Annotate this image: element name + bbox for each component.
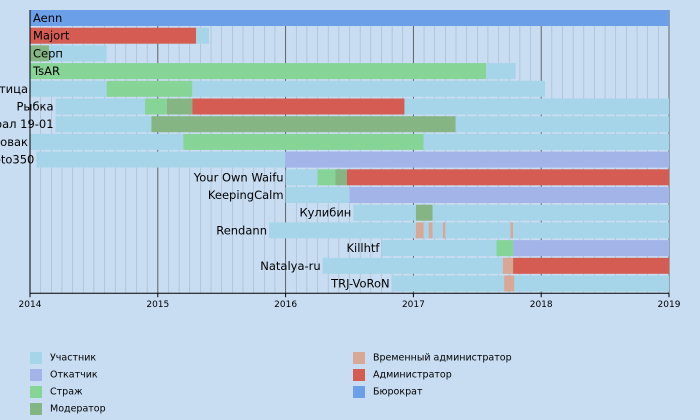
legend-swatch: [30, 352, 42, 364]
bar-segment: [36, 151, 286, 168]
bar-segment: [196, 27, 209, 44]
user-label: Новак: [0, 135, 28, 149]
legend-label: Бюрократ: [373, 387, 423, 398]
legend-label: Администратор: [373, 370, 452, 381]
bar-segment: [285, 151, 669, 168]
user-label: Хаос птица: [0, 82, 28, 96]
legend-swatch: [30, 403, 42, 415]
bar-segment: [335, 169, 347, 186]
bar-segment: [415, 222, 424, 239]
legend: Участник Откатчик Страж Модератор Временный …: [30, 352, 512, 415]
bar-segment: [486, 63, 516, 80]
user-label: Rendann: [216, 223, 267, 237]
bar-segment: [391, 275, 505, 292]
legend-label: Модератор: [50, 404, 106, 415]
bar-segment: [183, 133, 424, 150]
user-label: Soto350: [0, 153, 34, 167]
bar-segment: [496, 240, 514, 257]
bar-segment: [268, 222, 416, 239]
user-label: Aenn: [33, 11, 62, 25]
x-tick-label: 2018: [530, 300, 553, 310]
bar-segment: [423, 222, 429, 239]
user-label: TsAR: [32, 64, 60, 78]
user-label: Killhtf: [346, 241, 380, 255]
bar-segment: [428, 222, 433, 239]
legend-swatch: [353, 369, 365, 381]
bar-segment: [502, 257, 514, 274]
bar-segment: [192, 98, 405, 115]
x-tick-label: 2015: [146, 300, 169, 310]
user-label: Серп: [33, 46, 63, 60]
user-label: Капрал 19-01: [0, 117, 54, 131]
bar-segment: [30, 27, 197, 44]
bar-segment: [30, 133, 184, 150]
bar-segment: [349, 187, 669, 203]
user-label: Кулибин: [299, 206, 351, 220]
bar-segment: [432, 222, 443, 239]
bar-segment: [514, 275, 669, 292]
bar-segment: [415, 204, 433, 221]
bar-segment: [166, 98, 193, 115]
x-tick-label: 2016: [274, 300, 297, 310]
bar-segment: [55, 98, 146, 115]
bar-segment: [145, 98, 167, 115]
user-label: TRJ-VoRoN: [330, 277, 390, 291]
bar-segment: [455, 116, 669, 133]
bar-segment: [317, 169, 336, 186]
legend-swatch: [353, 352, 365, 364]
bar-segment: [285, 187, 350, 203]
bar-segment: [151, 116, 456, 133]
user-labels: Aenn Majort Серп TsAR Хаос птица Рыбка Капрал …: [0, 11, 390, 291]
legend-swatch: [30, 386, 42, 398]
legend-label: Страж: [50, 387, 83, 398]
bar-segment: [30, 63, 487, 80]
user-label: Majort: [33, 29, 70, 43]
bar-segment: [346, 169, 669, 186]
x-tick-label: 2017: [402, 300, 425, 310]
user-label: Your Own Waifu: [193, 170, 284, 184]
user-label: Natalya-ru: [260, 259, 320, 273]
legend-swatch: [30, 369, 42, 381]
legend-label: Временный администратор: [373, 353, 512, 364]
bar-segment: [513, 257, 669, 274]
bar-segment: [510, 222, 514, 239]
timeline-bars: [30, 10, 669, 292]
bar-segment: [432, 204, 669, 221]
bar-segment: [192, 80, 546, 97]
bar-segment: [30, 10, 669, 26]
bar-segment: [49, 45, 107, 62]
bar-segment: [442, 222, 446, 239]
bar-segment: [404, 98, 669, 115]
bar-segment: [30, 80, 107, 97]
legend-swatch: [353, 386, 365, 398]
x-axis: 2014 2015 2016 2017 2018 2019: [19, 10, 681, 310]
bar-segment: [445, 222, 511, 239]
bar-segment: [513, 222, 669, 239]
user-label: KeepingCalm: [208, 188, 284, 202]
x-tick-label: 2014: [19, 300, 42, 310]
x-tick-label: 2019: [658, 300, 681, 310]
user-label: Рыбка: [16, 100, 53, 114]
bar-segment: [30, 45, 50, 62]
bar-segment: [285, 169, 318, 186]
bar-segment: [322, 257, 503, 274]
bar-segment: [55, 116, 152, 133]
bar-segment: [353, 204, 416, 221]
bar-segment: [106, 80, 193, 97]
bar-segment: [381, 240, 497, 257]
bar-segment: [513, 240, 669, 257]
legend-label: Откатчик: [50, 370, 98, 381]
bar-segment: [423, 133, 669, 150]
legend-label: Участник: [50, 353, 96, 364]
bar-segment: [504, 275, 515, 292]
